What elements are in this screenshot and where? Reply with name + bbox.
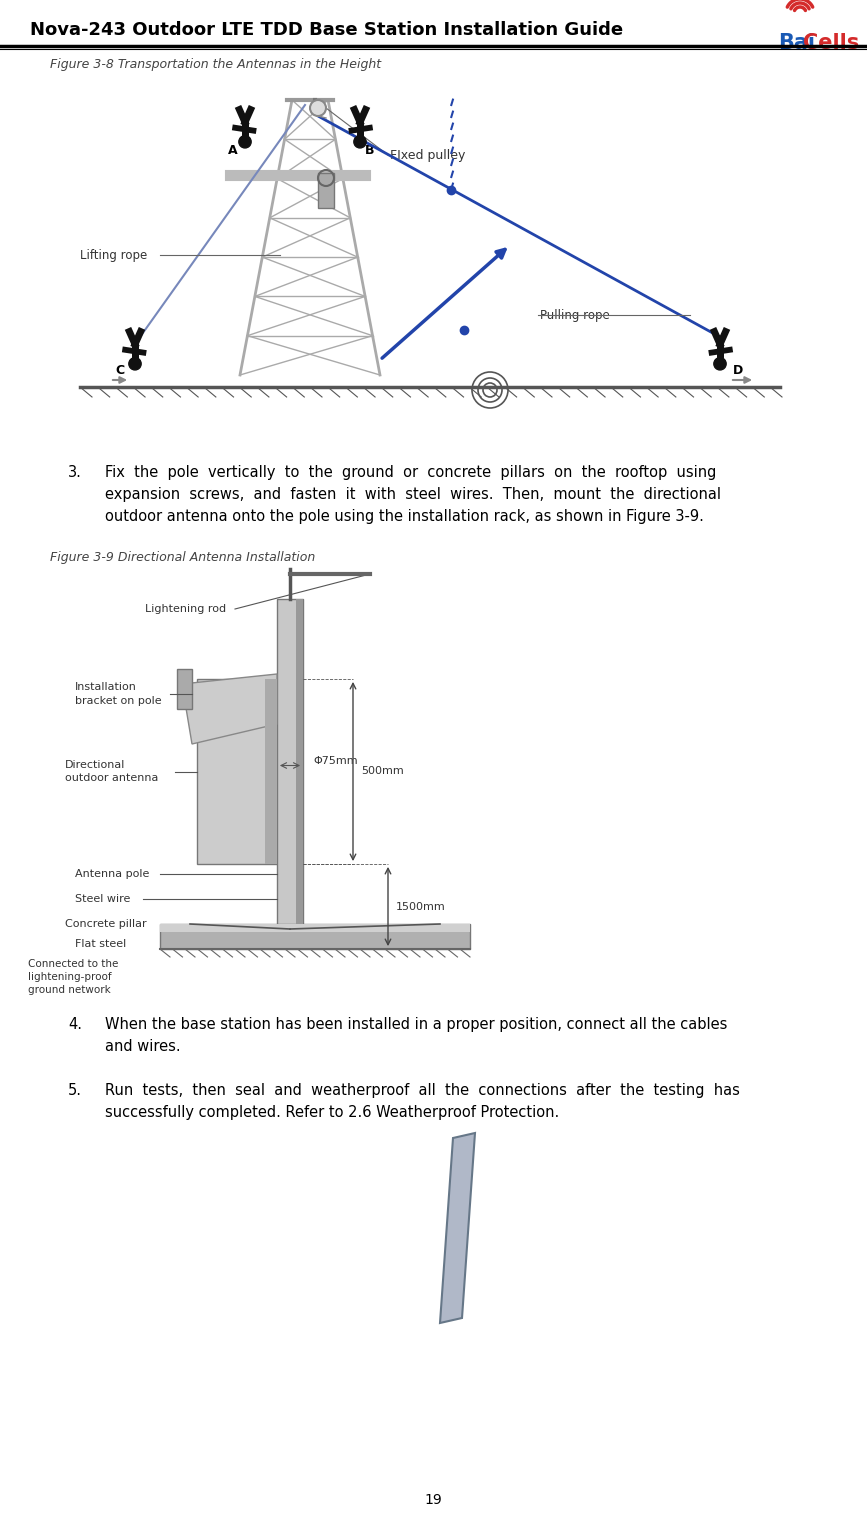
Text: 500mm: 500mm — [361, 767, 404, 776]
Text: Cells: Cells — [803, 33, 859, 53]
Text: Connected to the
lightening-proof
ground network: Connected to the lightening-proof ground… — [28, 959, 119, 996]
FancyBboxPatch shape — [265, 679, 277, 864]
FancyBboxPatch shape — [197, 679, 277, 864]
Polygon shape — [440, 1133, 475, 1322]
Text: Installation
bracket on pole: Installation bracket on pole — [75, 682, 161, 705]
Text: Pulling rope: Pulling rope — [540, 309, 610, 321]
Text: 19: 19 — [425, 1493, 442, 1507]
Text: C: C — [115, 363, 125, 377]
Text: Bai: Bai — [778, 33, 815, 53]
Text: FIxed pulley: FIxed pulley — [390, 148, 466, 162]
Circle shape — [129, 357, 141, 371]
Text: 5.: 5. — [68, 1083, 82, 1098]
FancyBboxPatch shape — [177, 669, 192, 710]
Text: D: D — [733, 363, 743, 377]
Circle shape — [714, 357, 727, 371]
Text: B: B — [365, 144, 375, 156]
Text: Concrete pillar: Concrete pillar — [65, 918, 147, 929]
Text: expansion  screws,  and  fasten  it  with  steel  wires.  Then,  mount  the  dir: expansion screws, and fasten it with ste… — [105, 487, 721, 502]
FancyBboxPatch shape — [160, 924, 470, 932]
Text: Φ75mm: Φ75mm — [313, 756, 357, 767]
FancyBboxPatch shape — [318, 172, 334, 207]
Text: Figure 3-9 Directional Antenna Installation: Figure 3-9 Directional Antenna Installat… — [50, 551, 316, 564]
Circle shape — [310, 100, 326, 117]
Text: When the base station has been installed in a proper position, connect all the c: When the base station has been installed… — [105, 1017, 727, 1032]
Text: and wires.: and wires. — [105, 1039, 180, 1055]
Text: Lifting rope: Lifting rope — [80, 248, 147, 262]
FancyBboxPatch shape — [50, 70, 810, 430]
Text: A: A — [228, 144, 238, 156]
Polygon shape — [182, 673, 277, 744]
Text: Run  tests,  then  seal  and  weatherproof  all  the  connections  after  the  t: Run tests, then seal and weatherproof al… — [105, 1083, 740, 1098]
Text: Steel wire: Steel wire — [75, 894, 130, 903]
Text: Figure 3-8 Transportation the Antennas in the Height: Figure 3-8 Transportation the Antennas i… — [50, 57, 381, 71]
Text: 4.: 4. — [68, 1017, 82, 1032]
Circle shape — [238, 136, 251, 148]
Text: Flat steel: Flat steel — [75, 940, 127, 949]
Text: Fix  the  pole  vertically  to  the  ground  or  concrete  pillars  on  the  roo: Fix the pole vertically to the ground or… — [105, 464, 716, 480]
FancyBboxPatch shape — [277, 599, 303, 929]
FancyBboxPatch shape — [296, 599, 303, 929]
Text: outdoor antenna onto the pole using the installation rack, as shown in Figure 3-: outdoor antenna onto the pole using the … — [105, 508, 704, 523]
Text: Nova-243 Outdoor LTE TDD Base Station Installation Guide: Nova-243 Outdoor LTE TDD Base Station In… — [30, 21, 623, 39]
Text: successfully completed. Refer to 2.6 Weatherproof Protection.: successfully completed. Refer to 2.6 Wea… — [105, 1104, 559, 1120]
FancyBboxPatch shape — [160, 924, 470, 949]
Text: Directional
outdoor antenna: Directional outdoor antenna — [65, 760, 159, 784]
Text: 3.: 3. — [68, 464, 81, 480]
Text: Antenna pole: Antenna pole — [75, 868, 149, 879]
Text: 1500mm: 1500mm — [396, 902, 446, 911]
Circle shape — [354, 136, 366, 148]
Text: Lightening rod: Lightening rod — [145, 604, 226, 614]
